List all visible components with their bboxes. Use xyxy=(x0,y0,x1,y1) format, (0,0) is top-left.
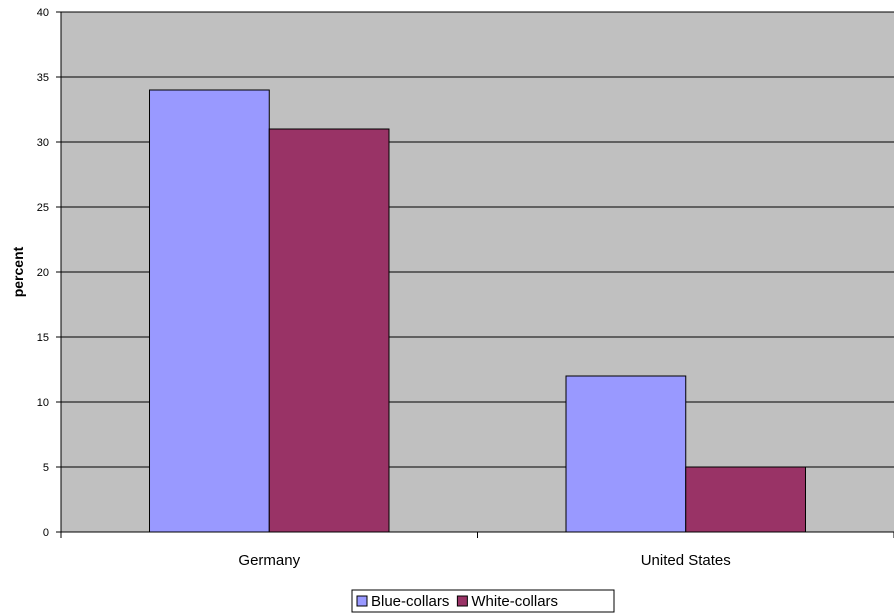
bar-blue-collars-germany xyxy=(149,89,270,533)
legend-label: White-collars xyxy=(471,593,558,610)
legend: Blue-collars White-collars xyxy=(351,589,615,613)
y-tick-label: 5 xyxy=(43,462,49,474)
y-tick-label: 30 xyxy=(37,137,49,149)
y-tick-label: 10 xyxy=(37,397,49,409)
legend-label: Blue-collars xyxy=(371,593,449,610)
axes xyxy=(56,11,894,538)
y-tick-label: 15 xyxy=(37,332,49,344)
y-tick-label: 0 xyxy=(43,527,49,539)
y-tick-labels: 0 5 10 15 20 25 30 35 40 xyxy=(37,7,49,539)
legend-swatch xyxy=(456,595,468,607)
bar-white-collars-germany xyxy=(268,128,390,533)
x-category-label: Germany xyxy=(238,552,300,569)
x-category-labels: Germany United States xyxy=(238,552,730,569)
y-tick-label: 20 xyxy=(37,267,49,279)
x-category-label: United States xyxy=(641,552,731,569)
y-tick-label: 40 xyxy=(37,7,49,19)
bar-blue-collars-united-states xyxy=(565,375,687,533)
y-axis-title: percent xyxy=(10,246,26,297)
legend-swatch xyxy=(356,595,368,607)
y-tick-label: 35 xyxy=(37,72,49,84)
bars xyxy=(149,89,806,533)
y-tick-label: 25 xyxy=(37,202,49,214)
bar-white-collars-united-states xyxy=(685,466,806,533)
legend-box xyxy=(351,589,615,613)
